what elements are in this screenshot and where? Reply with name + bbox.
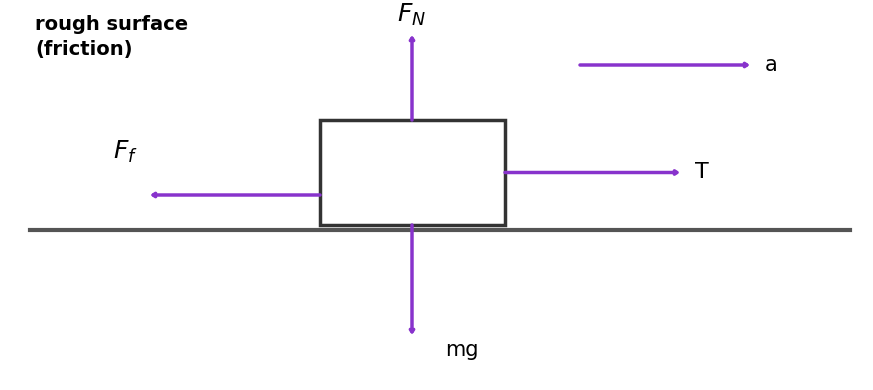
Text: rough surface
(friction): rough surface (friction) bbox=[35, 15, 188, 59]
Text: T: T bbox=[695, 163, 709, 183]
Text: mg: mg bbox=[445, 340, 478, 360]
Bar bbox=[320, 120, 505, 225]
Text: a: a bbox=[765, 55, 778, 75]
Text: $F_N$: $F_N$ bbox=[397, 2, 427, 28]
Text: $F_f$: $F_f$ bbox=[113, 139, 137, 165]
